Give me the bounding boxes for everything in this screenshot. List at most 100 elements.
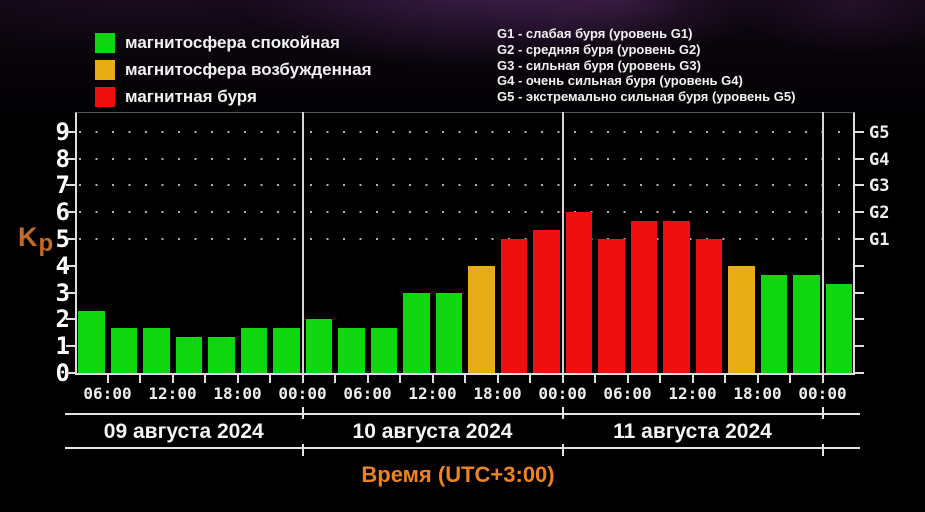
- legend-item-storm: магнитная буря: [95, 86, 372, 107]
- y-tick-label: 7: [55, 171, 70, 200]
- dotted-gridline: [79, 211, 851, 214]
- date-band-tick: [561, 444, 564, 456]
- dotted-gridline: [79, 184, 851, 187]
- y-tick-right: [855, 130, 864, 133]
- x-tick: [366, 375, 369, 383]
- y-tick: [66, 238, 75, 240]
- plot-border: [75, 112, 855, 375]
- storm-scale-line: G5 - экстремально сильная буря (уровень …: [497, 89, 796, 105]
- kp-bar: [110, 328, 137, 373]
- kp-bar: [728, 265, 755, 373]
- x-tick: [756, 375, 759, 383]
- x-tick: [691, 375, 694, 383]
- date-band-tick: [301, 407, 304, 419]
- y-tick-label: 9: [55, 117, 70, 146]
- x-tick: [171, 375, 174, 383]
- day-separator-line: [821, 112, 824, 373]
- date-band-tick: [301, 444, 304, 456]
- kp-bar: [338, 328, 365, 373]
- color-legend: магнитосфера спокойная магнитосфера возбу…: [95, 32, 372, 113]
- kp-bar: [78, 310, 105, 373]
- x-tick: [561, 375, 564, 383]
- y-tick-right: [855, 345, 864, 348]
- y-tick-right: [855, 157, 864, 160]
- y-axis-title-sub: p: [38, 230, 54, 257]
- y-tick-right: [855, 264, 864, 267]
- x-tick: [821, 375, 824, 383]
- y-tick: [66, 291, 75, 294]
- x-tick: [464, 375, 466, 383]
- y-tick: [66, 264, 75, 267]
- kp-bar: [500, 239, 527, 373]
- right-axis-label: G2: [869, 203, 890, 224]
- x-tick: [236, 375, 239, 383]
- y-tick: [66, 372, 75, 374]
- kp-bar: [630, 221, 657, 373]
- date-band-tick: [821, 444, 824, 456]
- y-tick: [66, 318, 75, 321]
- x-tick: [529, 375, 531, 383]
- right-axis-label: G5: [869, 122, 890, 143]
- y-tick-right: [855, 372, 864, 374]
- kp-bar: [468, 265, 495, 373]
- date-label: 11 августа 2024: [613, 420, 772, 443]
- x-tick: [659, 375, 661, 383]
- y-tick-right: [855, 184, 864, 187]
- kp-bar: [565, 212, 592, 373]
- y-tick-right: [855, 291, 864, 294]
- y-tick-label: 6: [55, 198, 70, 227]
- day-separator-line: [561, 112, 564, 373]
- kp-bar: [695, 239, 722, 373]
- y-tick-label: 5: [55, 225, 70, 253]
- kp-bar: [598, 239, 625, 373]
- kp-bar: [533, 230, 560, 373]
- legend-item-excited: магнитосфера возбужденная: [95, 59, 372, 80]
- y-tick-label: 4: [55, 251, 70, 280]
- calm-swatch-icon: [95, 32, 115, 53]
- kp-bar: [305, 319, 332, 373]
- x-tick: [724, 375, 726, 383]
- legend-item-label: магнитосфера спокойная: [125, 32, 340, 52]
- date-band: [65, 413, 860, 449]
- x-tick-label: 00:00: [798, 384, 847, 403]
- storm-scale-legend: G1 - слабая буря (уровень G1) G2 - средня…: [497, 26, 795, 105]
- x-tick: [269, 375, 271, 383]
- y-tick: [66, 130, 75, 133]
- y-tick-label: 2: [55, 305, 70, 334]
- date-band-tick: [821, 407, 824, 419]
- y-tick-right: [855, 238, 864, 240]
- y-tick: [66, 211, 75, 214]
- kp-bar: [175, 337, 202, 373]
- legend-item-calm: магнитосфера спокойная: [95, 32, 372, 53]
- y-tick: [66, 345, 75, 348]
- kp-bar: [760, 274, 787, 373]
- y-tick-label: 8: [55, 144, 70, 173]
- x-axis-title: Время (UTC+3:00): [361, 462, 555, 487]
- y-tick-label: 1: [55, 332, 70, 361]
- y-tick: [66, 157, 75, 160]
- y-tick-right: [855, 318, 864, 321]
- x-tick-label: 12:00: [668, 384, 717, 403]
- kp-bar: [435, 292, 462, 373]
- x-tick: [626, 375, 629, 383]
- x-tick-label: 06:00: [603, 384, 652, 403]
- kp-bar: [370, 328, 397, 373]
- dotted-gridline: [79, 157, 851, 160]
- y-tick-right: [855, 211, 864, 214]
- right-axis-label: G3: [869, 176, 890, 197]
- x-tick: [301, 375, 304, 383]
- legend-item-label: магнитная буря: [125, 86, 257, 106]
- x-tick-label: 18:00: [733, 384, 782, 403]
- excited-swatch-icon: [95, 59, 115, 80]
- date-band-tick: [561, 407, 564, 419]
- kp-bar: [208, 337, 235, 373]
- date-label: 10 августа 2024: [352, 420, 513, 443]
- x-tick: [789, 375, 791, 383]
- storm-scale-line: G2 - средняя буря (уровень G2): [497, 41, 701, 57]
- storm-swatch-icon: [95, 86, 115, 107]
- dotted-gridline: [79, 238, 851, 240]
